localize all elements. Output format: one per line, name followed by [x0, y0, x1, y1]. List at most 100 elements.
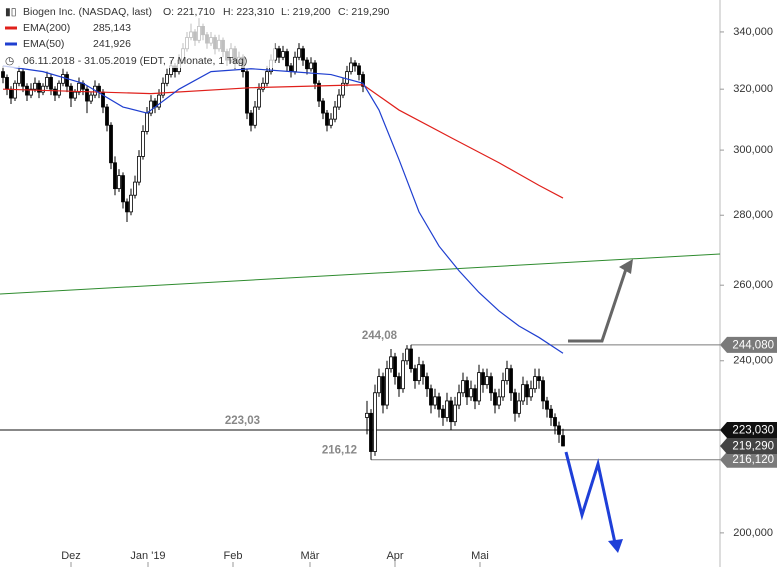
y-tick-label: 280,000: [733, 209, 773, 221]
candle-body: [481, 372, 485, 386]
up-arrow-head: [619, 259, 633, 274]
candle-body: [493, 392, 497, 406]
candle-body: [349, 62, 353, 73]
y-tick-label: 200,000: [733, 527, 773, 539]
candle-body: [449, 400, 453, 423]
candle-body: [253, 106, 257, 126]
candle-body: [45, 77, 49, 87]
candle-body: [533, 376, 537, 390]
candle-body: [489, 376, 493, 394]
legend-value: 241,926: [93, 38, 131, 50]
price-tag-label: 244,080: [732, 339, 774, 351]
candle-body: [557, 425, 561, 435]
candle-body: [105, 106, 109, 126]
candle-body: [37, 82, 41, 93]
candle-body: [33, 82, 37, 90]
candle-body: [505, 368, 509, 382]
up-arrow: [568, 262, 630, 343]
price-tag: [720, 421, 777, 438]
candle-body: [117, 175, 121, 190]
candle-body: [293, 56, 297, 73]
candle-body: [73, 91, 77, 99]
candle-body: [545, 400, 549, 410]
candle-body: [393, 356, 397, 378]
legend-name: EMA(50): [23, 38, 64, 50]
candle-body: [249, 112, 253, 126]
candle-body: [509, 368, 513, 394]
candle-body: [337, 94, 341, 108]
candle-body: [133, 181, 137, 196]
legend-name: EMA(200): [23, 22, 70, 34]
candle-body: [425, 376, 429, 390]
candle-body: [433, 396, 437, 406]
high: H: 223,310: [223, 6, 275, 18]
candle-body: [333, 106, 337, 120]
open: O: 221,710: [163, 6, 215, 18]
candle-body: [97, 85, 101, 93]
candle-body: [469, 388, 473, 398]
candle-body: [421, 364, 425, 378]
candle-body: [345, 71, 349, 84]
candle-body: [441, 408, 445, 418]
candle-body: [409, 348, 413, 370]
candle-body: [137, 156, 141, 183]
level-label: 223,03: [225, 415, 260, 427]
candle-body: [429, 388, 433, 406]
candle-body: [305, 59, 309, 70]
candle-body: [417, 364, 421, 382]
candle-body: [445, 400, 449, 418]
ema-line: [2, 65, 564, 354]
candle-body: [453, 404, 457, 423]
candle-body: [165, 74, 169, 84]
candle-body: [149, 100, 153, 114]
candle-body: [357, 65, 361, 75]
candle-body: [457, 392, 461, 406]
candle-body: [245, 71, 249, 114]
candle-body: [109, 124, 113, 164]
candle-body: [529, 388, 533, 398]
candle-body: [465, 380, 469, 398]
y-tick-label: 340,000: [733, 26, 773, 38]
candle-body: [513, 392, 517, 414]
candle-body: [437, 396, 441, 410]
candle-body: [261, 82, 265, 90]
candle-body: [497, 396, 501, 406]
candle-body: [341, 82, 345, 96]
candle-body: [525, 384, 529, 398]
price-tag: [720, 451, 777, 468]
legend-swatch: [5, 26, 17, 30]
candle-body: [277, 48, 281, 58]
candle-body: [561, 435, 565, 447]
candle-body: [57, 82, 61, 96]
candle-body: [377, 376, 381, 394]
candle-body: [89, 94, 93, 102]
candle-body: [329, 118, 333, 126]
candle-body: [265, 71, 269, 84]
candle-body: [517, 400, 521, 414]
candle-body: [257, 88, 261, 108]
price-tag-label: 216,120: [732, 454, 774, 466]
candle-body: [5, 77, 9, 90]
candle-body: [29, 88, 33, 96]
candle-body: [17, 71, 21, 84]
down-arrow-head: [608, 539, 623, 553]
candle-body: [485, 376, 489, 386]
candle-body: [461, 380, 465, 394]
candle-body: [69, 85, 73, 99]
candle-body: [541, 380, 545, 402]
y-tick-label: 240,000: [733, 355, 773, 367]
candle-body: [157, 94, 161, 108]
candle-body: [389, 356, 393, 370]
candle-body: [369, 412, 373, 452]
candle-body: [537, 376, 541, 382]
candle-body: [49, 77, 53, 90]
price-tag: [720, 336, 777, 353]
ema-line: [2, 84, 564, 199]
candle-body: [9, 88, 13, 99]
candle-body: [365, 412, 369, 418]
candle-body: [113, 162, 117, 190]
candle-body: [297, 48, 301, 58]
candle-body: [65, 74, 69, 87]
candle-body: [301, 48, 305, 61]
